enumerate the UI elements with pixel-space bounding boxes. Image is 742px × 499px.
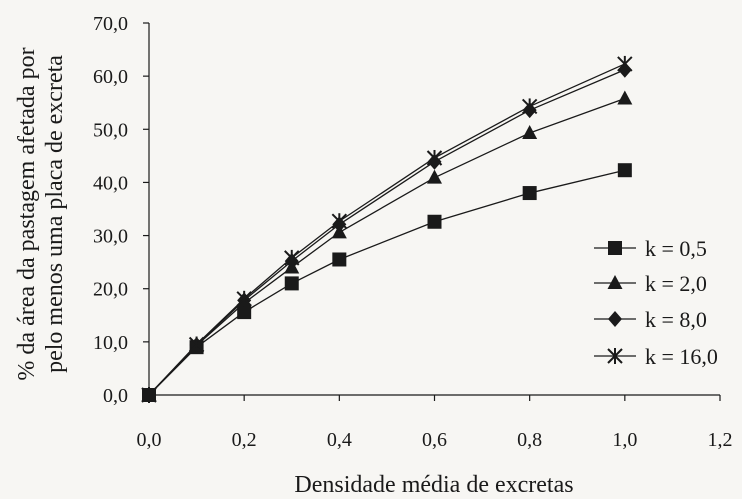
y-axis-title: % da área da pastagem afetada por pelo m… [14,47,68,380]
x-tick-label: 1,0 [612,429,637,451]
legend-marker [607,275,623,289]
data-point-series-4 [188,336,205,353]
y-axis-title-line-2: pelo menos uma placa de excreta [42,55,68,373]
data-point-series-1 [617,163,632,178]
x-tick-label: 0,0 [137,429,162,451]
y-tick-label: 0,0 [103,385,128,407]
axes [148,23,720,396]
data-point-series-4 [521,98,538,115]
legend-entry-2: k = 2,0 [594,271,707,296]
legend-marker [608,241,622,255]
y-axis-title-line-1: % da área da pastagem afetada por [14,47,40,380]
y-tick-label: 40,0 [93,172,128,194]
series-line-1 [148,169,625,396]
y-tick-label: 70,0 [93,13,128,35]
x-axis-title: Densidade média de excretas [294,472,573,498]
series-lines [148,63,626,396]
data-point-series-4 [331,213,348,230]
x-tick-label: 0,2 [232,429,257,451]
data-point-series-4 [141,387,157,403]
y-tick-label: 20,0 [93,279,128,301]
data-point-series-2 [427,169,442,184]
data-point-series-4 [617,55,633,72]
data-point-series-4 [284,249,300,266]
series-line-3 [148,69,626,396]
series-markers [141,55,633,403]
data-point-series-4 [426,149,443,166]
x-tick-label: 0,8 [517,429,542,451]
legend-entry-3: k = 8,0 [594,307,707,332]
data-point-series-1 [427,214,442,229]
legend-entry-1: k = 0,5 [594,236,707,261]
y-tick-label: 60,0 [93,66,128,88]
data-point-series-1 [284,276,299,291]
series-line-2 [148,97,626,396]
legend-marker [607,348,623,364]
legend: k = 0,5 k = 2,0 k = 8,0 k = 16,0 [594,236,718,369]
legend-marker [608,311,622,327]
x-tick-label: 1,2 [708,429,733,451]
data-point-series-1 [522,186,537,201]
series-line-4 [148,63,626,396]
x-tick-label: 0,6 [422,429,447,451]
legend-label: k = 0,5 [645,236,707,261]
legend-label: k = 16,0 [645,344,718,369]
data-point-series-2 [522,125,538,140]
y-tick-label: 10,0 [93,332,128,354]
legend-entry-4: k = 16,0 [594,344,718,369]
y-tick-label: 50,0 [93,119,128,141]
y-tick-label: 30,0 [93,226,128,248]
legend-label: k = 8,0 [645,307,707,332]
legend-label: k = 2,0 [645,271,707,296]
ticks: 0,0 0,2 0,4 0,6 0,8 1,0 1,2 0,0 10,0 20,0 30,0 40,0… [93,13,733,451]
data-point-series-1 [332,252,347,267]
x-tick-label: 0,4 [327,429,352,451]
data-point-series-2 [617,90,633,105]
data-point-series-4 [236,290,252,307]
